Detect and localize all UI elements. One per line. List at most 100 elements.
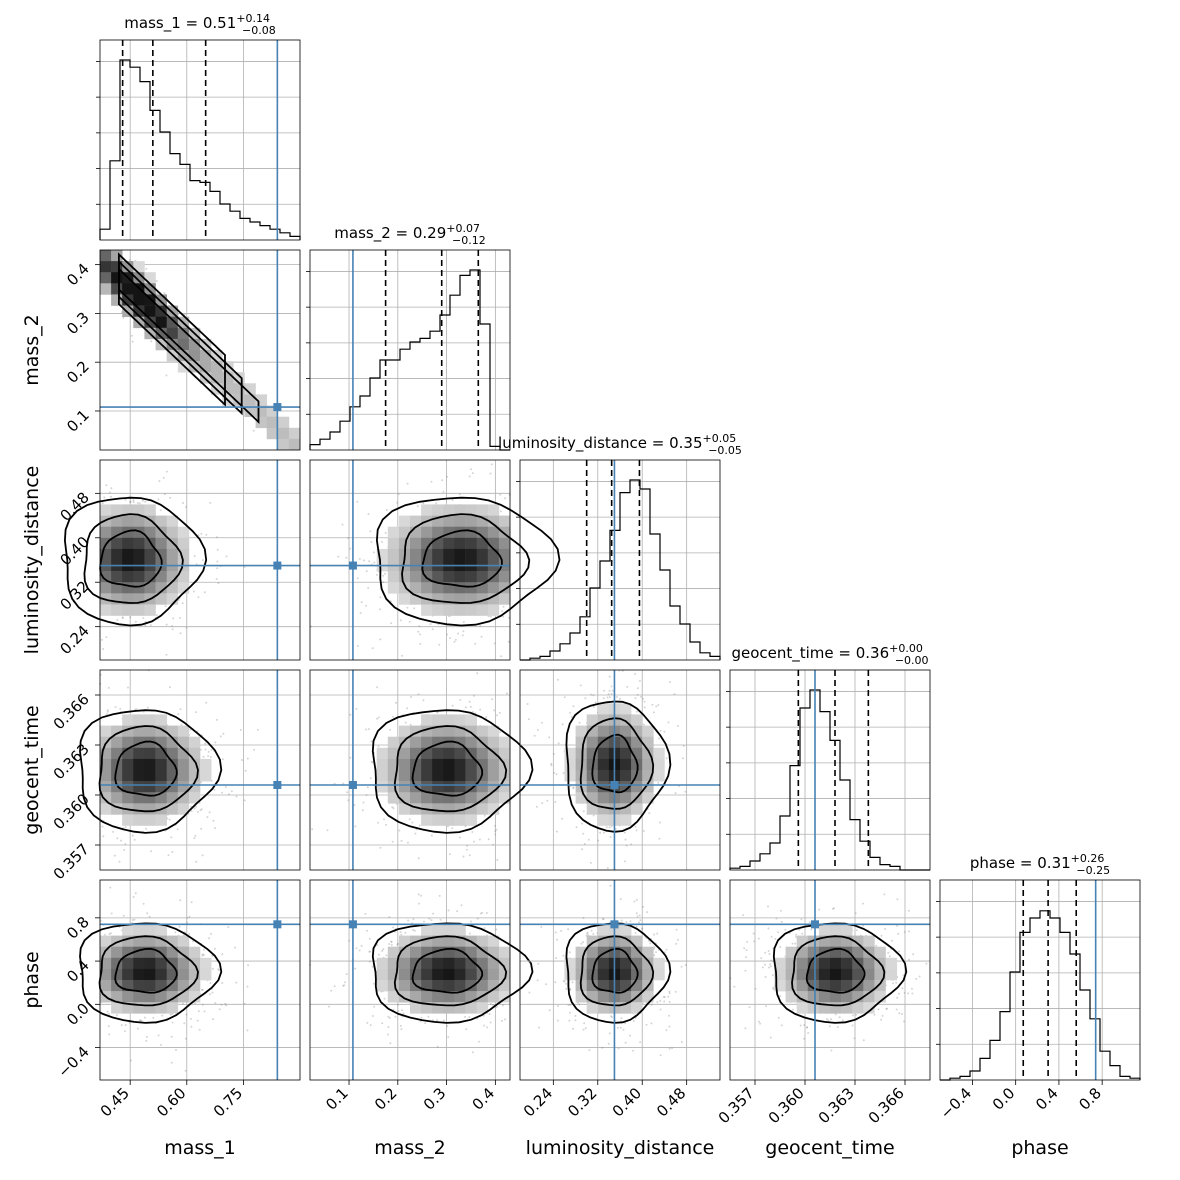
sample-point — [218, 1008, 221, 1011]
sample-point — [461, 634, 464, 637]
density-cell — [122, 548, 134, 561]
sample-point — [468, 475, 471, 478]
density-cell — [100, 980, 112, 992]
sample-point — [413, 607, 416, 610]
sample-point — [422, 699, 425, 702]
sample-point — [489, 615, 492, 618]
sample-point — [563, 696, 566, 699]
sample-point — [494, 824, 496, 827]
density-cell — [476, 935, 489, 948]
sample-point — [108, 491, 111, 494]
sample-point — [199, 809, 202, 812]
sample-point — [560, 929, 563, 932]
density-cell — [111, 980, 123, 992]
truth-marker — [273, 403, 282, 412]
density-cell — [487, 946, 500, 959]
sample-point — [465, 1028, 468, 1031]
sample-point — [535, 805, 538, 808]
density-cell — [177, 803, 190, 815]
density-cell — [233, 394, 245, 406]
sample-point — [353, 804, 356, 807]
density-cell — [144, 526, 156, 539]
density-cell — [443, 781, 455, 793]
sample-point — [401, 654, 404, 657]
sample-point — [500, 655, 503, 658]
sample-point — [104, 933, 106, 936]
sample-point — [537, 962, 540, 965]
sample-point — [371, 647, 374, 650]
sample-point — [122, 914, 125, 917]
sample-point — [162, 476, 165, 479]
density-cell — [133, 758, 145, 771]
sample-point — [400, 1028, 403, 1031]
sample-point — [367, 586, 370, 589]
density-cell — [133, 526, 145, 539]
density-cell — [133, 968, 145, 981]
sample-point — [456, 910, 459, 913]
axes-frame — [519, 459, 721, 661]
density-cell — [432, 803, 444, 815]
sample-point — [392, 807, 395, 810]
sample-point — [130, 1059, 132, 1062]
density-cell — [166, 571, 179, 583]
sample-point — [133, 918, 136, 921]
sample-point — [469, 932, 471, 935]
sample-point — [472, 694, 475, 697]
density-cell — [200, 758, 212, 771]
sample-point — [366, 786, 369, 789]
sample-point — [202, 948, 205, 951]
density-cell — [398, 770, 411, 782]
sample-point — [622, 1028, 625, 1031]
sample-point — [132, 896, 135, 898]
sample-point — [662, 996, 665, 998]
density-cell — [398, 582, 411, 594]
sample-point — [228, 793, 230, 796]
sample-point — [554, 931, 557, 934]
density-cell — [487, 582, 500, 594]
sample-point — [674, 792, 677, 795]
density-cell — [454, 504, 466, 516]
density-cell — [155, 725, 168, 738]
density-cell — [443, 924, 455, 936]
density-cell — [653, 747, 665, 760]
density-cell — [421, 957, 433, 970]
density-cell — [177, 935, 190, 948]
sample-point — [657, 704, 660, 706]
sample-point — [385, 509, 388, 511]
sample-point — [682, 744, 685, 747]
sample-point — [201, 559, 204, 562]
density-cell — [133, 957, 145, 970]
sample-point — [406, 707, 409, 710]
sample-point — [636, 710, 638, 713]
sample-point — [557, 742, 560, 745]
sample-point — [599, 831, 602, 834]
sample-point — [479, 708, 482, 711]
density-cell — [454, 814, 466, 826]
sample-point — [471, 472, 474, 475]
sample-point — [122, 316, 125, 319]
sample-point — [163, 493, 166, 496]
density-cell — [421, 604, 433, 616]
density-cell — [188, 770, 201, 782]
sample-point — [682, 757, 684, 760]
sample-point — [603, 831, 605, 834]
density-cell — [111, 537, 123, 550]
density-cell — [387, 781, 400, 793]
sample-point — [119, 707, 122, 710]
sample-point — [624, 860, 626, 863]
density-cell — [144, 758, 156, 771]
sample-point — [480, 635, 483, 638]
sample-point — [594, 701, 597, 704]
sample-point — [171, 625, 173, 627]
sample-point — [507, 640, 510, 643]
sample-point — [129, 500, 132, 503]
sample-point — [412, 918, 415, 921]
sample-point — [207, 750, 210, 753]
sample-point — [131, 834, 134, 837]
sample-point — [390, 940, 393, 943]
sample-point — [205, 701, 208, 704]
sample-point — [366, 1021, 369, 1024]
sample-point — [430, 834, 433, 837]
density-cell — [255, 394, 268, 406]
sample-point — [635, 912, 638, 915]
